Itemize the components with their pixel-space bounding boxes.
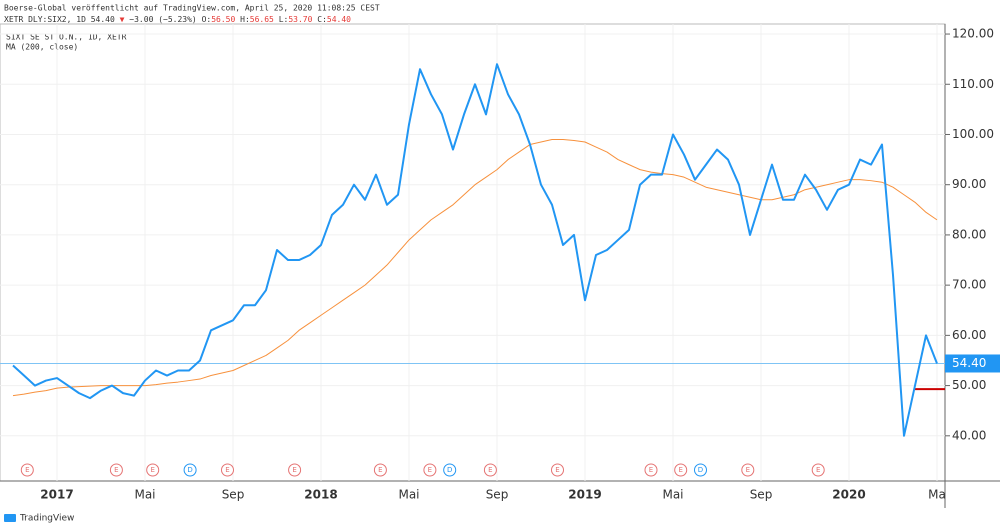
- x-tick-label: 2018: [304, 488, 337, 502]
- x-tick-label: Sep: [222, 488, 245, 502]
- x-tick-label: Mai: [398, 488, 419, 502]
- y-tick-label: 50.00: [952, 378, 986, 392]
- event-label: E: [746, 466, 750, 474]
- arrow: ▼: [120, 15, 125, 24]
- x-tick-label: Sep: [750, 488, 773, 502]
- c-label: C:: [317, 15, 327, 24]
- event-marker: [109, 463, 123, 477]
- y-tick-label: 40.00: [952, 428, 986, 442]
- l-label: L:: [279, 15, 289, 24]
- x-tick-label: Mai: [134, 488, 155, 502]
- event-label: E: [225, 466, 229, 474]
- brand: TradingView: [19, 514, 74, 524]
- event-marker: [373, 463, 387, 477]
- y-tick-label: 70.00: [952, 278, 986, 292]
- x-tick-label: Sep: [486, 488, 509, 502]
- event-marker: [644, 463, 658, 477]
- x-tick-label: 2020: [832, 488, 865, 502]
- x-tick-label: Mai: [662, 488, 683, 502]
- event-label: E: [428, 466, 432, 474]
- h: 56.65: [250, 15, 274, 24]
- event-marker: [288, 463, 302, 477]
- symbol: XETR_DLY:SIX2, 1D: [4, 15, 86, 24]
- event-marker: [146, 463, 160, 477]
- event-marker: [423, 463, 437, 477]
- symbol-line: XETR_DLY:SIX2, 1D 54.40 ▼ −3.00 (−5.23%)…: [4, 15, 351, 24]
- x-tick-label: 2017: [40, 488, 73, 502]
- y-tick-label: 100.00: [952, 127, 994, 141]
- event-label: E: [649, 466, 653, 474]
- event-label: E: [816, 466, 820, 474]
- event-label: E: [678, 466, 682, 474]
- publisher-line: Boerse-Global veröffentlicht auf Trading…: [4, 4, 380, 13]
- event-label: D: [187, 466, 192, 474]
- event-label: E: [378, 466, 382, 474]
- event-marker: [551, 463, 564, 477]
- c: 54.40: [327, 15, 351, 24]
- last: 54.40: [91, 15, 115, 24]
- event-marker: [183, 463, 197, 477]
- x-tick-label: Ma: [928, 488, 946, 502]
- logo: TradingView: [4, 514, 74, 524]
- event-label: D: [447, 466, 452, 474]
- series-line: [12, 139, 938, 397]
- series-line: [12, 63, 938, 437]
- y-tick-label: 80.00: [952, 227, 986, 241]
- event-label: D: [698, 466, 703, 474]
- event-marker: [443, 463, 457, 477]
- event-label: E: [292, 466, 296, 474]
- y-tick-label: 60.00: [952, 328, 986, 342]
- event-label: E: [114, 466, 118, 474]
- l: 53.70: [288, 15, 312, 24]
- legend-series: SIXT SE ST O.N., 1D, XETR: [6, 33, 127, 42]
- o-label: O:: [202, 15, 212, 24]
- event-label: E: [150, 466, 154, 474]
- event-label: E: [25, 466, 29, 474]
- event-marker: [20, 463, 34, 477]
- event-marker: [483, 463, 497, 477]
- y-tick-label: 110.00: [952, 77, 994, 91]
- event-marker: [221, 463, 234, 477]
- h-label: H:: [240, 15, 250, 24]
- y-tick-label: 120.00: [952, 27, 994, 41]
- event-label: E: [488, 466, 492, 474]
- logo-icon: [4, 514, 16, 522]
- grid: [0, 24, 945, 481]
- price-label-box: [945, 354, 1000, 373]
- event-label: E: [555, 466, 559, 474]
- change: −3.00 (−5.23%): [129, 15, 196, 24]
- o: 56.50: [211, 15, 235, 24]
- event-marker: [694, 463, 707, 477]
- event-marker: [741, 463, 755, 477]
- legend-ma: MA (200, close): [6, 43, 78, 52]
- event-marker: [811, 463, 825, 477]
- x-tick-label: 2019: [568, 488, 601, 502]
- y-tick-label: 90.00: [952, 177, 986, 191]
- event-marker: [674, 463, 688, 477]
- price-label: 54.40: [952, 356, 986, 370]
